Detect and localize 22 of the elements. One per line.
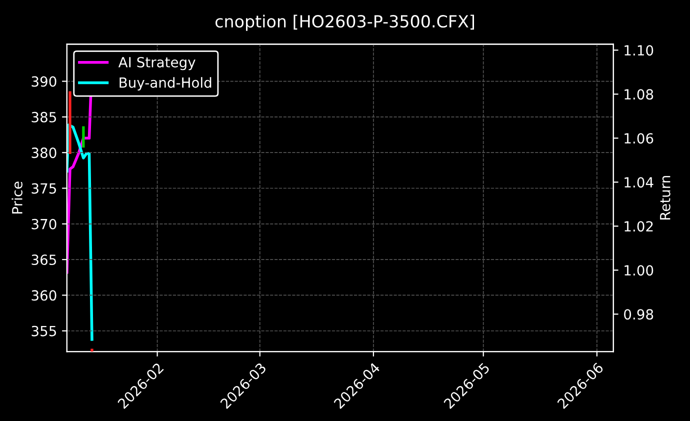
y-tick-label: 385 <box>32 112 56 122</box>
line-series <box>66 124 94 341</box>
y-tick-label: 365 <box>32 254 56 266</box>
candlestick <box>82 126 85 148</box>
y2-tick-label: 1.02 <box>624 221 653 232</box>
legend-label: AI Strategy <box>118 56 196 70</box>
y-tick-label: 355 <box>32 326 56 336</box>
y-tick-label: 380 <box>32 148 56 158</box>
chart-title: cnoption [HO2603-P-3500.CFX] <box>215 14 474 31</box>
y2-tick-label: 1.00 <box>624 265 654 276</box>
y-tick-label: 370 <box>32 218 56 230</box>
y-tick-label: 360 <box>32 290 56 301</box>
y2-axis-title: Return <box>660 176 670 220</box>
y2-tick-label: 1.10 <box>624 45 654 56</box>
y-axis-title: Price <box>12 182 22 214</box>
y2-tick-label: 0.98 <box>624 309 654 320</box>
y-tick-label: 375 <box>32 183 56 194</box>
y2-tick-label: 1.04 <box>624 177 654 188</box>
y2-tick-label: 1.08 <box>624 89 654 100</box>
y-tick-label: 390 <box>32 76 56 87</box>
legend-label: Buy-and-Hold <box>120 77 212 91</box>
y2-tick-label: 1.06 <box>624 133 654 144</box>
